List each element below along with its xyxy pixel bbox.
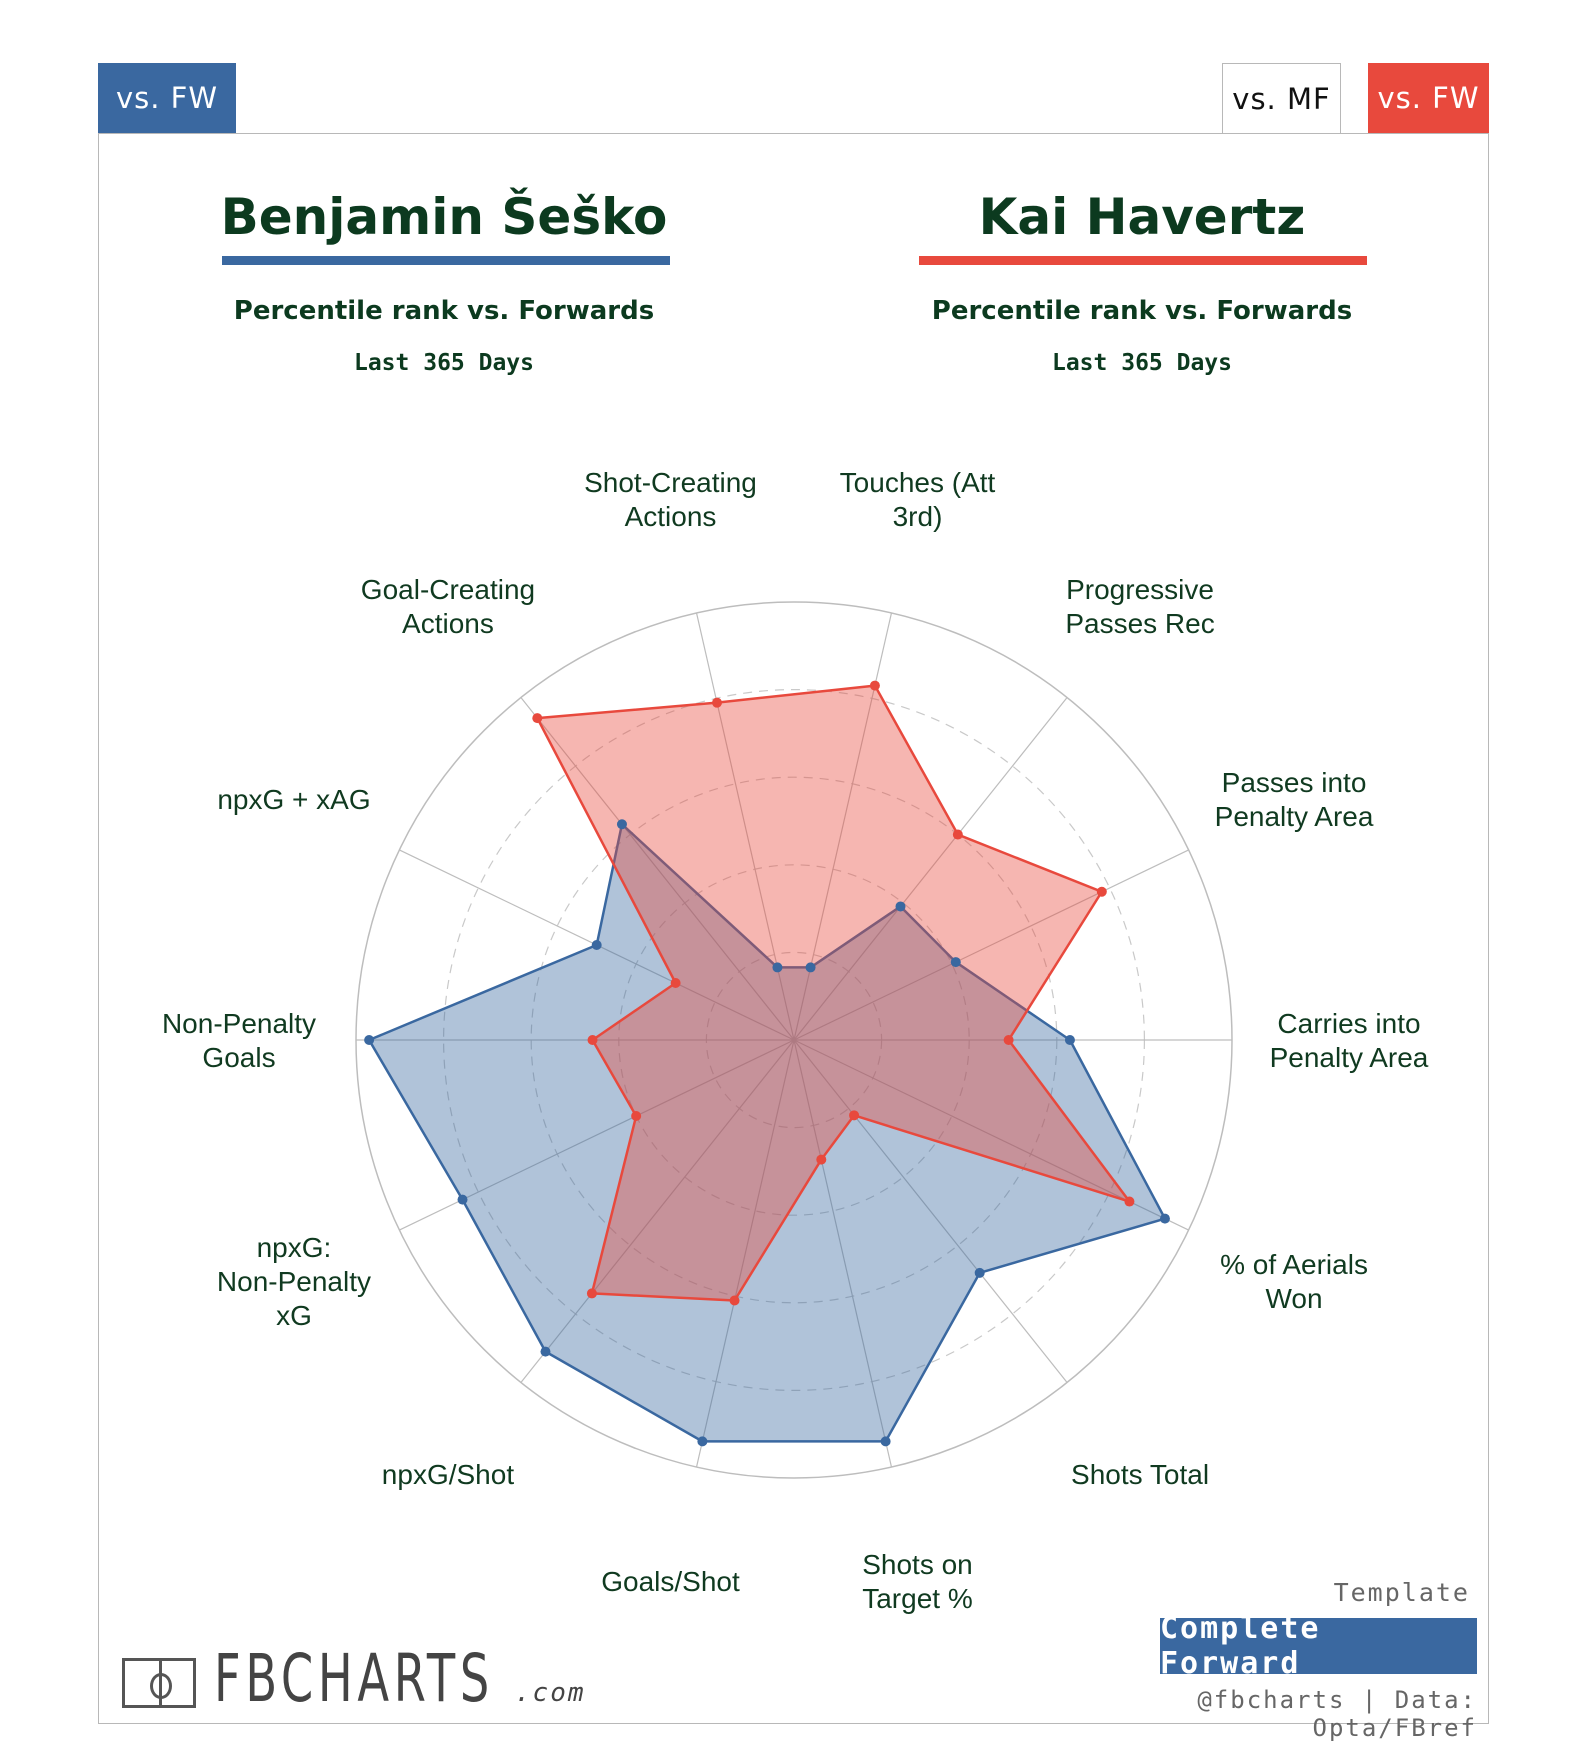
player-2-subtitle: Percentile rank vs. Forwards [931, 296, 1353, 326]
grid-spoke [793, 697, 1068, 1041]
axis-label: Non-Penalty Goals [162, 1008, 316, 1073]
pitch-icon [122, 1658, 196, 1708]
series-2-point [670, 977, 681, 988]
axis-label: Touches (Att 3rd) [840, 467, 996, 532]
series-2-point [587, 1035, 598, 1045]
axis-label: Passes into Penalty Area [1215, 767, 1374, 832]
axis-label: Goal-Creating Actions [361, 574, 535, 639]
tab-vs-mf[interactable]: vs. MF [1222, 63, 1341, 133]
series-1-point [974, 1267, 985, 1278]
radar-axis-labels: Carries into Penalty Area Passes into Penal… [162, 467, 1429, 1614]
series-1-point [895, 901, 906, 912]
series-2-point [869, 680, 880, 691]
axis-label: Shots Total [1071, 1459, 1209, 1490]
series-1-point [950, 957, 961, 968]
template-label: Template [1333, 1578, 1470, 1607]
logo-suffix: .com [514, 1678, 586, 1708]
series-1-point [457, 1194, 468, 1205]
series-1-point [616, 819, 627, 830]
series-2-point [849, 1110, 860, 1121]
series-1-point [1159, 1213, 1170, 1224]
credit-text: @fbcharts | Data: Opta/FBref [1197, 1686, 1477, 1742]
player-1-underline [222, 256, 670, 265]
series-1-point [772, 962, 783, 973]
tab-vs-fw-right[interactable]: vs. FW [1368, 63, 1489, 133]
axis-label: Goals/Shot [601, 1566, 740, 1597]
grid-spoke [793, 849, 1189, 1041]
chart-card [98, 133, 1489, 1724]
series-1-point [540, 1346, 551, 1357]
grid-spoke [793, 1039, 893, 1468]
axis-label: npxG/Shot [382, 1459, 515, 1490]
series-2-point [1003, 1035, 1014, 1045]
grid-spoke [520, 1039, 795, 1383]
axis-label: Shots on Target % [862, 1549, 973, 1614]
series-1-point [697, 1436, 708, 1447]
axis-label: npxG: Non-Penalty xG [217, 1232, 371, 1331]
player-1-period: Last 365 Days [353, 350, 534, 376]
series-2-point [712, 697, 723, 708]
player-2-name: Kai Havertz [978, 188, 1306, 246]
series-2-point [729, 1295, 740, 1306]
template-badge: Complete Forward [1160, 1611, 1477, 1681]
player-2-period: Last 365 Days [1051, 350, 1232, 376]
series-2-point [532, 713, 543, 724]
grid-spoke [520, 697, 795, 1041]
series-2-point [816, 1154, 827, 1165]
grid-spoke [695, 1039, 795, 1468]
grid-spoke [793, 1039, 1068, 1383]
radar-series [364, 680, 1170, 1447]
series-1-point [805, 962, 816, 973]
axis-label: % of Aerials Won [1220, 1249, 1368, 1314]
axis-label: Shot-Creating Actions [584, 467, 757, 532]
series-2-point [586, 1288, 597, 1299]
series-2-point [952, 829, 963, 840]
series-2-point [631, 1111, 642, 1122]
series-1-point [364, 1035, 375, 1045]
axis-label: Progressive Passes Rec [1065, 574, 1214, 639]
player-2-underline [919, 256, 1367, 265]
series-2-point [1124, 1196, 1135, 1207]
logo-text: FBCHARTS [214, 1640, 494, 1717]
series-1-point [1064, 1035, 1075, 1045]
tab-vs-fw-left[interactable]: vs. FW [98, 63, 236, 133]
player-1-subtitle: Percentile rank vs. Forwards [233, 296, 655, 326]
fbcharts-logo: FBCHARTS .com [122, 1646, 586, 1712]
series-1-point [591, 939, 602, 950]
axis-label: npxG + xAG [217, 784, 370, 815]
axis-label: Carries into Penalty Area [1270, 1008, 1429, 1073]
series-1-point [880, 1436, 891, 1447]
player-1-name: Benjamin Šeško [220, 188, 668, 246]
series-2-point [1096, 886, 1107, 897]
